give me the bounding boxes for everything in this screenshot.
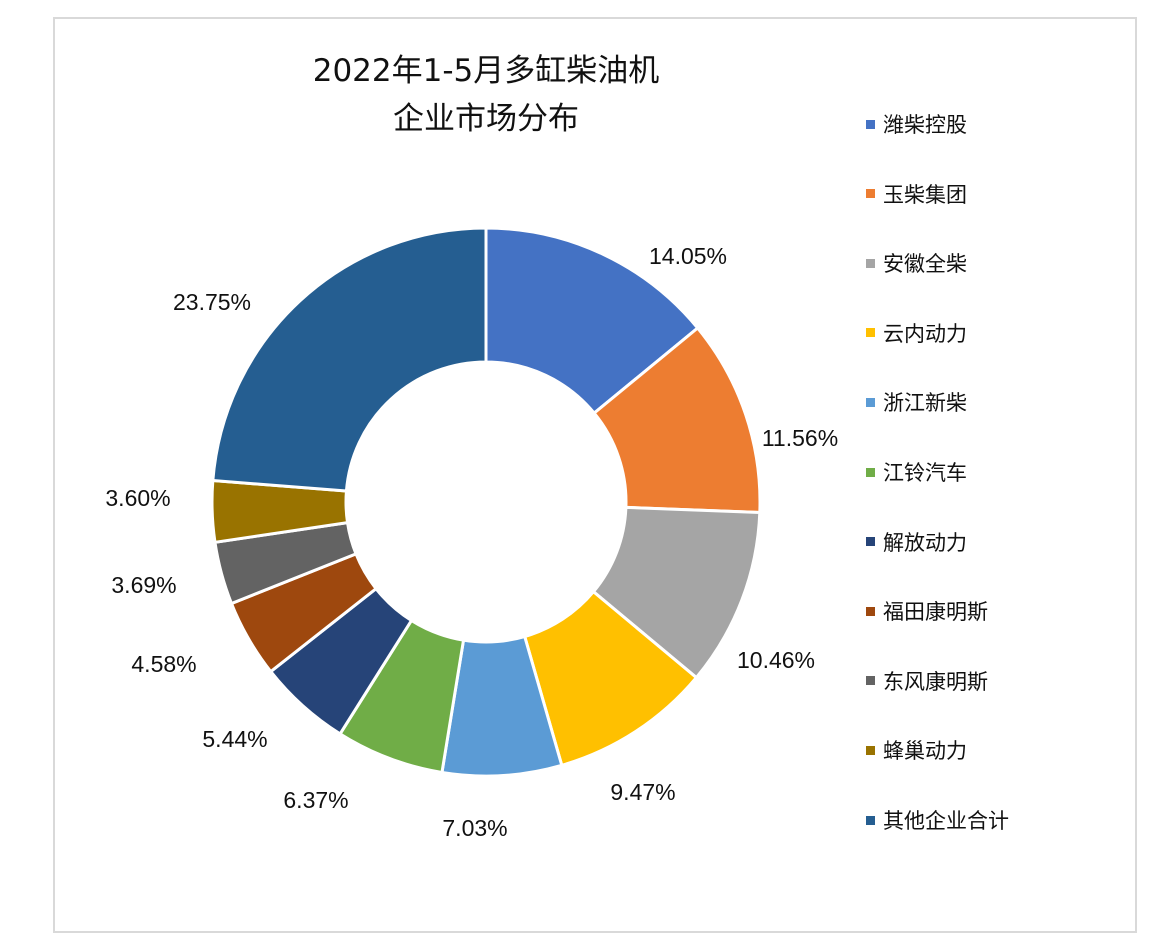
legend-item-4: 云内动力	[866, 317, 967, 349]
slice-value-label-2: 11.56%	[762, 425, 838, 451]
legend-swatch	[866, 467, 875, 477]
donut-slice-1	[484, 226, 700, 416]
legend-item-7: 解放动力	[866, 526, 967, 558]
slice-value-label-7: 5.44%	[202, 726, 267, 752]
slice-value-label-5: 7.03%	[442, 815, 507, 841]
legend-item-8: 福田康明斯	[866, 595, 988, 627]
donut-slice-11	[211, 226, 488, 493]
legend-swatch	[866, 815, 875, 825]
legend-label: 浙江新柴	[883, 391, 967, 416]
legend-item-11: 其他企业合计	[866, 804, 1009, 836]
legend-swatch	[866, 397, 875, 407]
legend-label: 东风康明斯	[883, 669, 988, 694]
legend-label: 玉柴集团	[883, 182, 967, 207]
legend-swatch	[866, 328, 875, 338]
legend-item-2: 玉柴集团	[866, 178, 967, 210]
slice-labels: 14.05% 11.56% 10.46% 9.47% 7.03% 6.37% 5.44% 4.…	[105, 243, 838, 841]
slice-value-label-1: 14.05%	[649, 243, 727, 269]
legend-label: 江铃汽车	[883, 461, 967, 485]
legend-label: 解放动力	[883, 530, 967, 555]
chart-title-line-1: 2022年1-5月多缸柴油机	[312, 53, 660, 89]
legend-item-6: 江铃汽车	[866, 456, 967, 488]
legend-label: 其他企业合计	[883, 809, 1009, 833]
slice-value-label-11: 23.75%	[173, 289, 251, 315]
legend-label: 蜂巢动力	[883, 739, 967, 764]
slice-value-label-6: 6.37%	[283, 787, 348, 813]
legend-swatch	[866, 606, 875, 616]
slice-value-label-10: 3.60%	[105, 485, 170, 511]
legend-item-3: 安徽全柴	[866, 247, 967, 279]
chart-title-line-2: 企业市场分布	[393, 101, 579, 137]
legend-swatch	[866, 676, 875, 686]
legend-label: 福田康明斯	[883, 600, 988, 625]
slice-value-label-3: 10.46%	[737, 647, 815, 673]
legend-swatch	[866, 745, 875, 755]
slice-value-label-9: 3.69%	[111, 572, 176, 598]
legend-item-1: 潍柴控股	[866, 108, 967, 140]
legend-swatch	[866, 189, 875, 199]
legend-label: 潍柴控股	[883, 113, 967, 137]
legend-item-5: 浙江新柴	[866, 386, 967, 418]
legend-swatch	[866, 258, 875, 268]
chart-title: 2022年1-5月多缸柴油机 企业市场分布	[266, 47, 706, 143]
slice-value-label-4: 9.47%	[610, 779, 675, 805]
legend-label: 云内动力	[883, 321, 967, 346]
slice-value-label-8: 4.58%	[131, 651, 196, 677]
legend-swatch	[866, 537, 875, 547]
donut-slices	[210, 226, 762, 778]
legend-item-9: 东风康明斯	[866, 665, 988, 697]
legend-swatch	[866, 119, 875, 129]
legend-item-10: 蜂巢动力	[866, 734, 967, 766]
legend-label: 安徽全柴	[883, 252, 967, 277]
